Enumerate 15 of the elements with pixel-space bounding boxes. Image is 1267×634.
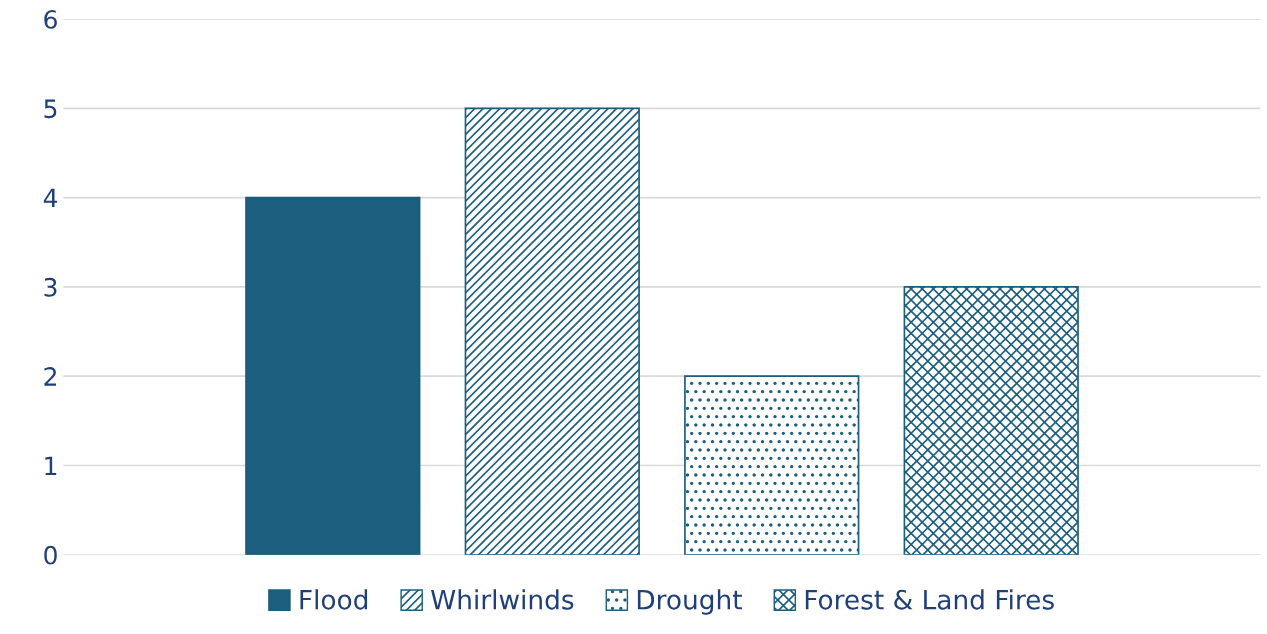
bar <box>903 286 1079 555</box>
y-tick-label: 5 <box>44 99 57 119</box>
bar <box>464 107 640 555</box>
legend-label: Whirlwinds <box>431 589 574 610</box>
legend-label: Flood <box>300 589 368 610</box>
legend-label: Drought <box>637 589 742 615</box>
y-tick-label: 6 <box>44 9 57 29</box>
y-tick-label: 0 <box>44 545 57 565</box>
y-tick-label: 1 <box>45 456 57 475</box>
bar <box>684 375 860 555</box>
legend-label: Forest & Land Fires <box>805 589 1054 610</box>
y-tick-label: 4 <box>43 188 58 208</box>
y-tick-label: 3 <box>44 277 57 297</box>
y-tick-label: 2 <box>44 367 56 386</box>
bar <box>245 196 421 555</box>
